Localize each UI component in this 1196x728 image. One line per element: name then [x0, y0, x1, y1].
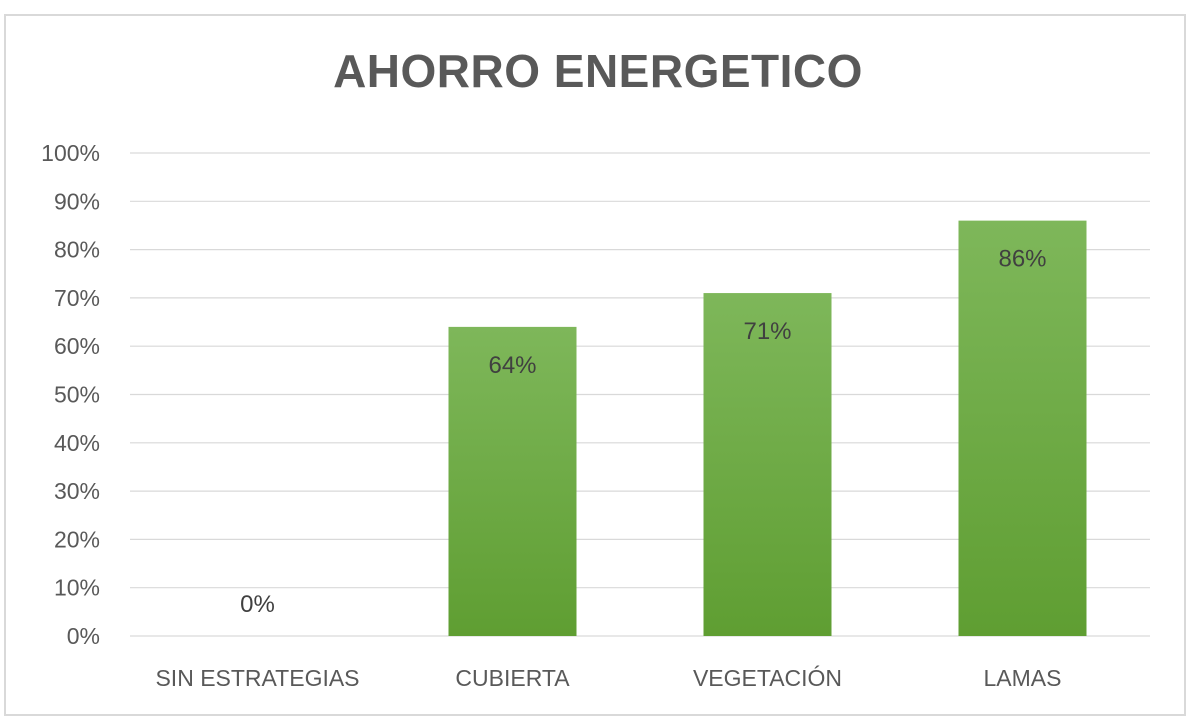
y-tick-label: 0%	[67, 623, 100, 649]
x-axis: SIN ESTRATEGIAS CUBIERTA VEGETACIÓN LAMAS	[155, 665, 1061, 691]
y-tick-label: 40%	[54, 430, 100, 456]
y-tick-label: 60%	[54, 333, 100, 359]
bar	[703, 293, 832, 636]
category-label: SIN ESTRATEGIAS	[155, 665, 359, 691]
data-label: 64%	[488, 352, 536, 379]
y-tick-label: 100%	[41, 140, 100, 166]
y-tick-label: 30%	[54, 478, 100, 504]
y-tick-label: 10%	[54, 575, 100, 601]
chart-title: AHORRO ENERGETICO	[333, 45, 863, 97]
data-label: 71%	[743, 318, 791, 345]
y-tick-label: 70%	[54, 285, 100, 311]
y-axis: 0% 10% 20% 30% 40% 50% 60% 70% 80% 90% 100%	[41, 140, 100, 649]
category-label: LAMAS	[984, 665, 1062, 691]
y-tick-label: 50%	[54, 382, 100, 408]
y-tick-label: 20%	[54, 526, 100, 552]
bar	[448, 326, 577, 636]
category-label: VEGETACIÓN	[693, 665, 842, 691]
data-label: 86%	[998, 246, 1046, 273]
y-tick-label: 90%	[54, 188, 100, 214]
category-label: CUBIERTA	[455, 665, 570, 691]
data-labels: 0% 64% 71% 86%	[240, 246, 1046, 618]
bars	[448, 220, 1087, 636]
y-tick-label: 80%	[54, 237, 100, 263]
data-label: 0%	[240, 591, 275, 618]
bar	[958, 220, 1087, 636]
